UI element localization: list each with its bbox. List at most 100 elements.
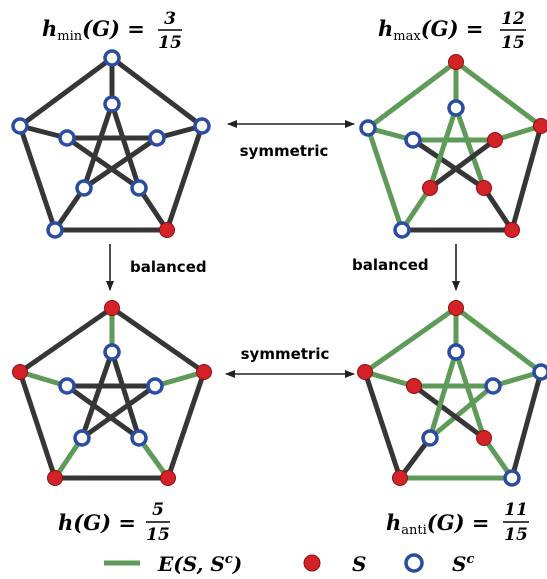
graph-edge bbox=[509, 369, 544, 481]
vertex-sc bbox=[46, 221, 64, 239]
vertex-s bbox=[104, 300, 120, 316]
vertex-s bbox=[448, 300, 464, 316]
graph-edge bbox=[79, 349, 115, 441]
h-numerator: 5 bbox=[152, 500, 164, 520]
vertex-sc bbox=[421, 429, 439, 447]
graph-edge bbox=[64, 383, 142, 441]
vertex-s bbox=[406, 378, 422, 394]
vertex-sc bbox=[359, 119, 377, 137]
title-h: h(G) = 5 15 bbox=[58, 500, 170, 545]
vertex-sc bbox=[103, 343, 121, 361]
vertex-sc bbox=[532, 363, 547, 381]
vertex-sc bbox=[130, 179, 148, 197]
vertex-sc bbox=[75, 179, 93, 197]
hmax-denominator: 15 bbox=[501, 33, 525, 53]
graph-edge bbox=[17, 55, 115, 129]
svg-text:hanti(G) =: hanti(G) = bbox=[386, 510, 490, 538]
cut-edge bbox=[453, 305, 544, 375]
graph-edge bbox=[109, 101, 142, 191]
cut-edge bbox=[365, 125, 405, 233]
hanti-numerator: 11 bbox=[504, 500, 528, 520]
h-denominator: 15 bbox=[146, 525, 170, 545]
title-hmax: hmax(G) = 12 15 bbox=[378, 9, 526, 53]
graph-edge bbox=[362, 369, 403, 481]
vertex-sc bbox=[58, 377, 76, 395]
vertex-s bbox=[476, 430, 492, 446]
vertex-sc bbox=[130, 429, 148, 447]
balanced-label-left: balanced bbox=[130, 258, 207, 276]
vertex-s bbox=[196, 364, 212, 380]
hanti-denominator: 15 bbox=[504, 525, 528, 545]
hmin-numerator: 3 bbox=[164, 9, 176, 29]
graph-edge bbox=[79, 383, 158, 441]
vertex-sc bbox=[193, 117, 211, 135]
vertex-s bbox=[504, 222, 520, 238]
vertex-s bbox=[476, 180, 492, 196]
vertex-s bbox=[159, 222, 175, 238]
cut-edge bbox=[453, 59, 544, 129]
hmin-denominator: 15 bbox=[158, 33, 182, 53]
graph-edge bbox=[481, 185, 515, 233]
legend-s-swatch bbox=[303, 554, 321, 572]
legend-sc-label: Sc bbox=[452, 552, 474, 576]
graph-edge bbox=[17, 123, 58, 233]
cut-edge bbox=[427, 105, 459, 191]
vertex-sc bbox=[148, 129, 166, 147]
vertex-sc bbox=[447, 99, 465, 117]
title-hmin: hmin(G) = 3 15 bbox=[42, 9, 182, 53]
legend-sc-swatch bbox=[404, 553, 424, 573]
legend: E(S, Sc) S Sc bbox=[104, 552, 474, 576]
title-hanti: hanti(G) = 11 15 bbox=[386, 500, 529, 545]
vertex-s bbox=[448, 54, 464, 70]
vertex-sc bbox=[58, 129, 76, 147]
graph-edge bbox=[411, 383, 487, 441]
graph-edge bbox=[81, 135, 160, 191]
symmetric-label-top: symmetric bbox=[240, 142, 329, 160]
cut-edge bbox=[362, 305, 459, 375]
graph-edge bbox=[17, 305, 115, 375]
vertex-s bbox=[47, 470, 63, 486]
vertex-s bbox=[487, 132, 503, 148]
vertex-sc bbox=[484, 377, 502, 395]
cut-edge bbox=[427, 383, 496, 441]
cut-edge bbox=[492, 123, 544, 143]
cut-edge bbox=[453, 105, 487, 191]
vertex-s bbox=[392, 470, 408, 486]
symmetric-label-bottom: symmetric bbox=[241, 345, 330, 363]
hmax-numerator: 12 bbox=[501, 9, 525, 29]
vertex-s bbox=[160, 470, 176, 486]
vertex-sc bbox=[103, 95, 121, 113]
graph-edge bbox=[109, 305, 207, 375]
legend-s-label: S bbox=[352, 552, 366, 576]
petersen-graph-hanti bbox=[357, 300, 547, 487]
graph-edge bbox=[164, 123, 205, 233]
balanced-label-right: balanced bbox=[352, 256, 429, 274]
graph-edge bbox=[17, 369, 58, 481]
graph-edge bbox=[509, 123, 544, 233]
legend-edge-label: E(S, Sc) bbox=[157, 552, 242, 576]
vertex-s bbox=[12, 364, 28, 380]
graph-edge bbox=[410, 137, 487, 191]
petersen-graph-hmin bbox=[11, 49, 211, 239]
svg-text:h(G) =: h(G) = bbox=[58, 510, 136, 535]
graph-edge bbox=[81, 101, 115, 191]
vertex-sc bbox=[503, 469, 521, 487]
cut-edge bbox=[427, 349, 459, 441]
svg-text:hmax(G) =: hmax(G) = bbox=[378, 16, 483, 44]
graph-edge bbox=[109, 349, 142, 441]
cut-edge bbox=[362, 369, 417, 389]
svg-text:hmin(G) =: hmin(G) = bbox=[42, 16, 145, 44]
cut-edge bbox=[453, 349, 487, 441]
vertex-sc bbox=[393, 221, 411, 239]
vertex-sc bbox=[146, 377, 164, 395]
petersen-graph-hmax bbox=[359, 54, 547, 239]
cut-edge bbox=[365, 59, 459, 131]
vertex-s bbox=[533, 118, 547, 134]
vertex-sc bbox=[73, 429, 91, 447]
vertex-sc bbox=[404, 131, 422, 149]
graph-edge bbox=[109, 55, 205, 129]
vertex-s bbox=[422, 180, 438, 196]
petersen-graph-h bbox=[12, 300, 212, 486]
graph-edge bbox=[165, 369, 207, 481]
